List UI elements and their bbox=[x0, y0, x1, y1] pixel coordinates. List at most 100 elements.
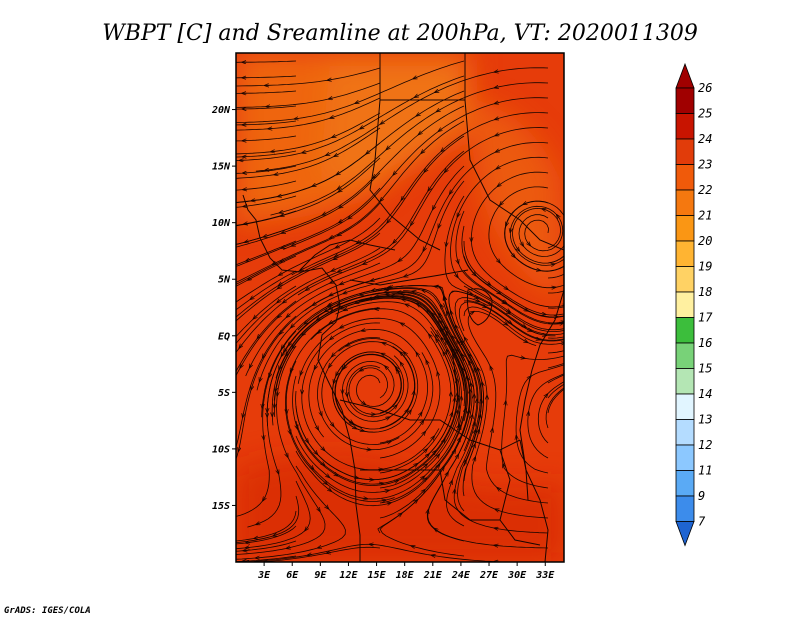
streamline-arrow bbox=[494, 71, 498, 72]
streamline-arrow bbox=[385, 490, 389, 491]
streamline-arrow bbox=[373, 175, 376, 178]
streamline-arrow bbox=[461, 341, 463, 345]
streamline-arrow bbox=[330, 117, 334, 118]
streamline-arrow bbox=[565, 327, 569, 328]
streamline-arrow bbox=[329, 322, 333, 324]
streamline-arrow bbox=[492, 428, 493, 433]
streamline-arrow bbox=[495, 150, 499, 152]
streamline-arrow bbox=[361, 330, 366, 331]
streamline-arrow bbox=[385, 289, 390, 290]
streamline-arrow bbox=[474, 422, 475, 426]
streamline-arrow bbox=[300, 371, 301, 375]
streamline-arrow bbox=[387, 441, 391, 442]
streamline-arrow bbox=[438, 129, 442, 132]
streamline-arrow bbox=[360, 127, 364, 129]
streamline bbox=[547, 383, 564, 399]
colorbar-swatch bbox=[675, 164, 695, 191]
colorbar-label: 14 bbox=[698, 387, 712, 401]
streamline-arrow bbox=[421, 150, 424, 153]
streamline-arrow bbox=[457, 410, 458, 414]
streamline-arrow bbox=[279, 273, 283, 275]
colorbar-swatch bbox=[675, 419, 695, 446]
streamline-arrow bbox=[459, 364, 461, 368]
streamline-arrow bbox=[394, 480, 398, 482]
streamline-arrow bbox=[368, 299, 373, 300]
streamline-arrow bbox=[424, 169, 427, 172]
streamline-arrow bbox=[433, 206, 435, 210]
streamline-arrow bbox=[320, 411, 322, 415]
streamline-arrow bbox=[436, 339, 438, 343]
streamline-arrow bbox=[458, 438, 460, 442]
streamline-arrow bbox=[471, 383, 472, 388]
streamline-arrow bbox=[278, 315, 281, 318]
streamline bbox=[547, 306, 564, 309]
colorbar-swatch bbox=[675, 393, 695, 420]
streamline-arrow bbox=[414, 95, 418, 97]
streamline bbox=[547, 374, 564, 384]
streamline bbox=[547, 350, 564, 354]
streamline bbox=[236, 315, 297, 449]
streamline-arrow bbox=[294, 118, 299, 119]
streamline bbox=[236, 232, 381, 322]
streamline-arrow bbox=[459, 426, 461, 430]
streamline bbox=[512, 207, 564, 264]
streamline-arrow bbox=[278, 196, 282, 197]
streamline-arrow bbox=[455, 274, 458, 278]
streamline bbox=[236, 255, 297, 287]
streamline-arrow bbox=[283, 300, 287, 303]
streamline-arrow bbox=[296, 425, 297, 429]
streamline-arrow bbox=[288, 342, 291, 346]
streamline bbox=[547, 388, 564, 414]
streamline-arrow bbox=[495, 118, 499, 119]
streamline-arrow bbox=[273, 535, 277, 536]
lon-tick-label: 27E bbox=[479, 570, 499, 581]
streamline-arrow bbox=[474, 457, 475, 461]
streamline-arrow bbox=[253, 316, 256, 319]
streamline-arrow bbox=[380, 198, 383, 201]
streamline bbox=[236, 67, 381, 87]
streamline-arrow bbox=[337, 234, 341, 236]
east-coast bbox=[519, 289, 564, 562]
streamline-arrow bbox=[334, 154, 338, 156]
grads-credit: GrADS: IGES/COLA bbox=[4, 606, 91, 616]
streamline-arrow bbox=[233, 344, 236, 347]
streamline bbox=[488, 186, 564, 289]
streamline-arrow bbox=[286, 314, 289, 317]
streamline bbox=[547, 336, 564, 339]
streamline-arrow bbox=[467, 376, 468, 380]
streamline-arrow bbox=[401, 323, 405, 325]
streamline-arrow bbox=[497, 291, 501, 294]
streamline-arrow bbox=[422, 490, 425, 493]
streamline bbox=[547, 255, 564, 264]
streamline-arrow bbox=[411, 546, 415, 547]
colorbar: 26 25 24 23 22 21 20 19 18 17 16 15 14 13 12 11 9 7 bbox=[675, 62, 713, 547]
lon-tick-label: 24E bbox=[451, 570, 471, 581]
streamline-arrow bbox=[455, 325, 457, 329]
longitude-ticks: 3E 6E 9E 12E 15E 18E 21E 24E 27E 30E 33E bbox=[257, 562, 555, 581]
colorbar-label: 25 bbox=[698, 107, 712, 121]
streamline bbox=[463, 306, 564, 345]
streamline-arrow bbox=[418, 132, 422, 135]
streamline bbox=[236, 112, 381, 155]
streamline-arrow bbox=[427, 310, 430, 313]
streamline-arrow bbox=[475, 300, 479, 302]
streamline-arrow bbox=[423, 478, 426, 481]
streamline-arrow bbox=[482, 382, 483, 387]
colorbar-swatch bbox=[675, 87, 695, 114]
streamline-arrow bbox=[265, 170, 270, 171]
streamline-arrow bbox=[386, 147, 389, 150]
streamline-arrow bbox=[311, 466, 314, 469]
streamline-arrow bbox=[380, 122, 384, 124]
lat-tick-label: 10S bbox=[212, 444, 230, 455]
streamline-arrow bbox=[423, 247, 425, 251]
streamline-arrow bbox=[314, 365, 316, 369]
streamline bbox=[236, 75, 465, 161]
streamline-arrow bbox=[259, 377, 260, 381]
streamline-arrow bbox=[462, 354, 464, 358]
streamline-arrow bbox=[474, 368, 476, 372]
streamline-arrow bbox=[339, 206, 343, 208]
streamline-arrow bbox=[397, 369, 399, 373]
streamline-arrow bbox=[406, 409, 409, 413]
streamline bbox=[547, 363, 564, 369]
streamline-arrow bbox=[327, 552, 331, 553]
